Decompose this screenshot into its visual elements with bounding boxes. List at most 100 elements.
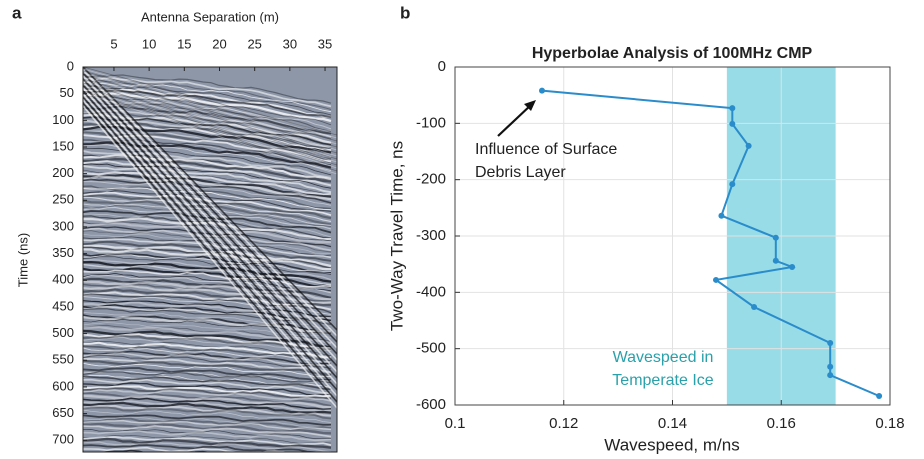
radargram-texture (83, 92, 337, 175)
radargram-texture (83, 260, 332, 283)
radargram-texture (83, 371, 332, 384)
chart-title: Hyperbolae Analysis of 100MHz CMP (532, 45, 813, 62)
radargram-texture (83, 269, 332, 288)
radargram-texture (83, 119, 332, 148)
radargram-texture (83, 80, 337, 157)
radargram-texture (83, 81, 332, 113)
radargram-texture (83, 181, 332, 206)
radargram-texture (83, 78, 337, 355)
y-tick-label: 500 (52, 325, 74, 340)
radargram-texture (83, 315, 332, 333)
radargram-texture (83, 77, 332, 108)
radargram-texture (83, 401, 332, 414)
y-tick-label: 700 (52, 432, 74, 447)
x-tick-label: 10 (142, 36, 156, 51)
radargram-texture (83, 375, 332, 390)
radargram-texture (83, 124, 332, 152)
radargram-texture (83, 163, 332, 189)
x-tick-label: 30 (283, 36, 297, 51)
radargram-texture (83, 388, 332, 402)
y-tick-label: 100 (52, 112, 74, 127)
y-axis-label: Two-Way Travel Time, ns (387, 141, 406, 331)
data-point (713, 276, 719, 283)
x-tick-label: 20 (212, 36, 226, 51)
radargram-texture (83, 226, 332, 248)
radargram-texture (83, 359, 332, 376)
radargram-texture (83, 141, 332, 169)
data-point (718, 212, 725, 219)
y-tick-label: 0 (438, 58, 446, 75)
radargram-texture (83, 82, 337, 160)
radargram-texture (83, 103, 332, 131)
radargram-texture (83, 68, 337, 139)
radargram-texture (83, 199, 332, 226)
radargram-texture (83, 291, 332, 311)
radargram-texture (83, 326, 332, 345)
data-point (827, 363, 834, 370)
radargram-texture (83, 87, 337, 373)
data-point (729, 120, 736, 127)
y-tick-label: 550 (52, 352, 74, 367)
radargram-texture (83, 392, 332, 407)
radargram-texture (83, 275, 332, 294)
radargram-texture (83, 272, 332, 292)
annotation: Temperate Ice (612, 372, 713, 389)
annotation-arrow (497, 103, 533, 137)
radargram-texture (83, 254, 332, 272)
radargram-texture (83, 89, 332, 119)
y-tick-label: 600 (52, 378, 74, 393)
y-tick-label: 150 (52, 138, 74, 153)
data-point (539, 87, 545, 94)
plot-frame (82, 66, 338, 453)
radargram-texture (83, 416, 332, 428)
radargram-texture (83, 144, 332, 171)
annotation: Debris Layer (475, 164, 566, 181)
y-tick-label: 250 (52, 192, 74, 207)
radargram-texture (83, 160, 332, 187)
radargram-texture (83, 409, 332, 423)
radargram-texture (83, 417, 332, 429)
radargram-texture (83, 157, 332, 183)
radargram-texture (83, 333, 332, 350)
y-tick-label: 50 (60, 85, 74, 100)
panel-label: a (12, 3, 22, 22)
data-point (876, 392, 883, 399)
y-tick-label: -300 (416, 227, 446, 244)
x-axis-label: Antenna Separation (m) (141, 9, 279, 24)
radargram-texture (83, 194, 332, 220)
y-tick-label: -500 (416, 340, 446, 357)
radargram-texture (83, 72, 337, 343)
x-tick-label: 0.16 (767, 415, 796, 432)
radargram-texture (83, 76, 337, 151)
radargram-texture (83, 81, 337, 361)
radargram-texture (83, 324, 332, 342)
radargram-texture (83, 175, 332, 201)
y-tick-label: 0 (67, 58, 74, 73)
radargram-texture (83, 382, 332, 396)
radargram-texture (83, 435, 332, 444)
y-tick-label: 350 (52, 245, 74, 260)
radargram-texture (83, 98, 332, 130)
radargram-texture (83, 86, 337, 166)
radargram-texture (83, 350, 331, 365)
radargram-texture (83, 437, 332, 449)
radargram-texture (83, 422, 332, 435)
y-tick-label: 400 (52, 272, 74, 287)
radargram-texture (83, 84, 337, 163)
y-tick-label: -100 (416, 114, 446, 131)
x-tick-label: 15 (177, 36, 191, 51)
radargram-texture (83, 88, 332, 119)
radargram-texture (83, 72, 337, 145)
y-tick-label: -200 (416, 171, 446, 188)
radargram-texture (83, 169, 332, 195)
data-point (827, 340, 834, 347)
radargram-texture (83, 96, 337, 391)
radargram-texture (83, 293, 332, 314)
x-tick-label: 5 (110, 36, 117, 51)
radargram-texture (83, 171, 332, 196)
radargram-texture (83, 67, 337, 136)
radargram-texture (83, 93, 337, 385)
radargram-texture (83, 80, 332, 111)
data-point (772, 257, 779, 264)
